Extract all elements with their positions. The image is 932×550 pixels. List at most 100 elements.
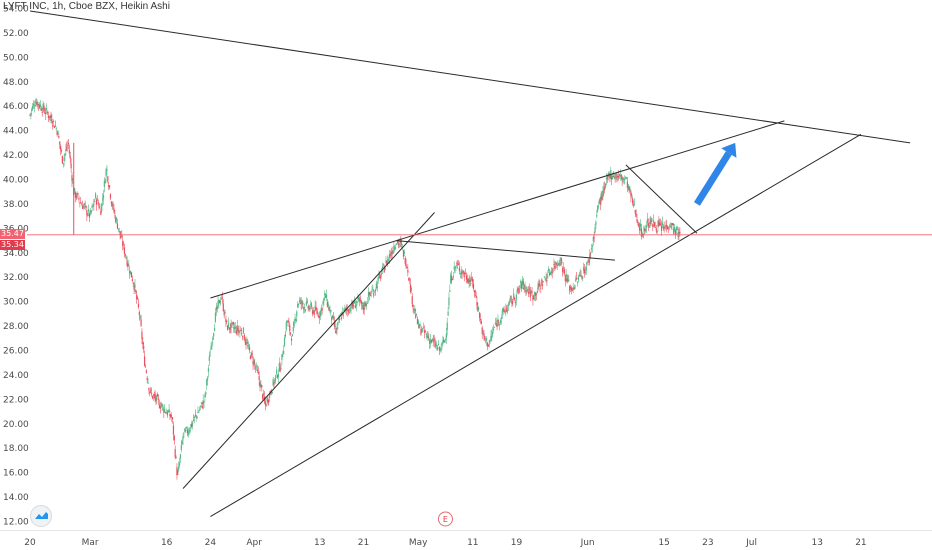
candle-body [572,287,574,289]
candle-body [608,171,610,175]
candle-body [154,395,156,398]
tradingview-logo-icon[interactable] [30,505,52,527]
candle-body [323,298,325,302]
candle-body [371,290,373,292]
candle-body [602,190,604,196]
y-tick-label: 20.00 [3,420,29,430]
candle-body [616,175,618,179]
candle-body [454,267,456,269]
candle-body [413,308,415,310]
candle-body [392,250,394,254]
candle-body [611,176,614,180]
candle-body [328,307,330,311]
candle-body [101,203,103,211]
x-tick-label: May [409,538,428,548]
candle-body [261,384,263,388]
candle-body [618,174,621,177]
candle-body [202,399,204,405]
y-tick-label: 54.00 [3,5,29,15]
candle-body [452,275,454,278]
candle-body [655,228,657,231]
candle-body [443,340,446,343]
candle-body [353,300,356,304]
candle-body [527,291,530,294]
candle-body [607,176,609,178]
candle-body [630,191,632,197]
candle-body [513,293,515,299]
candle-body [652,224,654,228]
candle-body [280,368,282,370]
candle-body [65,149,67,152]
candle-body [674,227,676,232]
candle-body [496,323,498,327]
candle-body [640,228,642,237]
candle-body [115,217,117,223]
candle-body [72,182,74,184]
candle-body [646,225,648,228]
candle-body [423,326,425,328]
candle-body [565,273,567,278]
candle-body [265,404,267,407]
candle-body [334,325,336,328]
candle-body [35,101,37,104]
candle-body [416,318,419,325]
candle-body [266,398,268,401]
candle-body [216,306,218,310]
candle-body [343,308,345,312]
candle-body [548,272,551,276]
candle-body [520,283,523,289]
candle-body [643,226,645,232]
candle-body [153,393,155,396]
candle-body [408,278,410,281]
candle-body [553,264,555,266]
candle-body [629,188,631,191]
candle-body [253,360,255,365]
candle-body [51,119,53,123]
candle-body [136,297,139,299]
candle-body [143,356,146,366]
candle-body [233,327,235,329]
candle-body [74,187,76,192]
candle-body [287,321,289,323]
candle-body [671,223,673,226]
candle-body [238,330,240,333]
candle-body [67,145,69,147]
candle-body [456,263,458,265]
candle-body [215,307,217,311]
candle-body [37,102,39,105]
candle-body [347,309,349,312]
x-tick-label: 13 [314,538,325,548]
candle-body [144,366,147,368]
y-tick-label: 32.00 [3,273,29,283]
candle-body [124,254,126,256]
candle-body [164,408,166,411]
candle-body [325,294,328,298]
candle-body [659,224,661,226]
candle-body [257,371,259,374]
candle-body [625,177,628,179]
candle-body [330,309,332,312]
candle-body [668,226,670,228]
candle-body [83,204,85,206]
candle-body [212,337,214,341]
candle-body [499,320,502,324]
candle-body [639,227,641,231]
candle-body [325,295,327,298]
candle-body [556,264,559,266]
candle-body [460,270,462,274]
candle-body [635,213,637,215]
candle-body [218,299,220,303]
candle-body [417,320,419,325]
flag-upper [625,164,698,234]
candle-body [620,174,622,177]
candle-body [38,104,40,106]
candle-body [409,278,411,281]
candle-body [125,258,127,260]
y-tick-label: 40.00 [3,176,29,186]
earnings-marker[interactable]: E [437,511,453,527]
candle-body [354,305,356,309]
y-tick-label: 46.00 [3,102,29,112]
candle-body [241,336,244,338]
candle-body [304,307,306,309]
